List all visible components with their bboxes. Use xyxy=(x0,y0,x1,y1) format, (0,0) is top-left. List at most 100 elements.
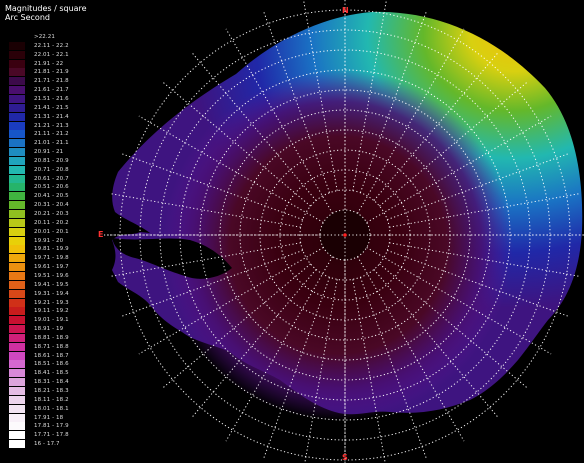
legend-swatch xyxy=(9,395,25,404)
legend-item: 21.31 - 21.4 xyxy=(9,112,69,121)
legend-swatch xyxy=(9,183,25,192)
legend-swatch xyxy=(9,218,25,227)
legend-swatch xyxy=(9,236,25,245)
legend-swatch xyxy=(9,342,25,351)
legend-label: 18.21 - 18.3 xyxy=(34,388,69,394)
legend-swatch xyxy=(9,94,25,103)
legend-label: 20.91 - 21 xyxy=(34,149,64,156)
legend-item: 17.91 - 18 xyxy=(9,413,63,422)
direction-south-label: S xyxy=(342,453,348,462)
altitude-ring xyxy=(119,9,571,461)
legend-item: 21.41 - 21.5 xyxy=(9,103,69,112)
legend-item: 21.61 - 21.7 xyxy=(9,86,69,95)
legend-item: 20.91 - 21 xyxy=(9,148,64,157)
legend-item: 22.01 - 22.1 xyxy=(9,50,69,59)
legend-label: 19.61 - 19.7 xyxy=(34,264,69,271)
legend-label: 22.01 - 22.1 xyxy=(34,51,69,58)
legend-label: 21.51 - 21.6 xyxy=(34,95,69,102)
legend-label: 18.61 - 18.7 xyxy=(34,352,69,359)
legend-label: 16 - 17.7 xyxy=(34,441,60,448)
legend-label: 20.21 - 20.3 xyxy=(34,211,69,217)
legend-item: 19.91 - 20 xyxy=(9,236,64,245)
azimuth-line xyxy=(357,256,465,442)
legend-label: 20.71 - 20.8 xyxy=(34,166,69,173)
altitude-ring xyxy=(299,189,391,281)
legend-label: 18.11 - 18.2 xyxy=(34,396,69,403)
legend-item: 21.11 - 21.2 xyxy=(9,130,69,139)
legend-item: 21.21 - 21.3 xyxy=(9,121,69,130)
legend-swatch xyxy=(9,33,25,41)
azimuth-line xyxy=(357,28,465,214)
legend-swatch xyxy=(9,351,25,360)
legend-label: 19.71 - 19.8 xyxy=(34,255,69,262)
legend-label: 19.51 - 19.6 xyxy=(34,272,69,279)
legend-swatch xyxy=(9,103,25,112)
legend-swatch xyxy=(9,77,25,86)
legend-item: 18.31 - 18.4 xyxy=(9,378,69,387)
legend-label: 21.01 - 21.1 xyxy=(34,140,69,147)
legend-swatch xyxy=(9,431,25,440)
legend-item: 21.91 - 22 xyxy=(9,59,64,68)
legend-item: 18.81 - 18.9 xyxy=(9,333,69,342)
coordinate-grid xyxy=(104,0,584,463)
legend-swatch xyxy=(9,413,25,422)
legend-swatch xyxy=(9,50,25,59)
legend-swatch xyxy=(9,440,25,449)
legend-item: 19.61 - 19.7 xyxy=(9,263,69,272)
legend-swatch xyxy=(9,174,25,183)
legend-label: 21.41 - 21.5 xyxy=(34,104,69,111)
legend-swatch xyxy=(9,316,25,325)
legend-label: 21.21 - 21.3 xyxy=(34,122,69,129)
legend-label: 19.01 - 19.1 xyxy=(34,317,69,324)
azimuth-line xyxy=(366,247,552,355)
azimuth-line xyxy=(225,256,333,442)
legend-label: 21.61 - 21.7 xyxy=(34,87,69,94)
legend-label: 21.71 - 21.8 xyxy=(34,78,69,85)
legend-swatch xyxy=(9,201,25,210)
legend-swatch xyxy=(9,289,25,298)
legend-label: 18.81 - 18.9 xyxy=(34,334,69,341)
legend-title-line1: Magnitudes / square xyxy=(5,4,87,13)
legend-item: 20.41 - 20.5 xyxy=(9,192,69,201)
legend-swatch xyxy=(9,263,25,272)
legend-item: >22.21 xyxy=(9,33,55,41)
legend-item: 20.71 - 20.8 xyxy=(9,165,69,174)
legend-item: 21.71 - 21.8 xyxy=(9,77,69,86)
legend-swatch xyxy=(9,422,25,431)
legend-label: 20.31 - 20.4 xyxy=(34,202,69,209)
legend-swatch xyxy=(9,210,25,218)
legend-swatch xyxy=(9,360,25,369)
legend-item: 18.91 - 19 xyxy=(9,325,63,334)
legend-label: 19.41 - 19.5 xyxy=(34,281,69,288)
legend-item: 20.51 - 20.6 xyxy=(9,183,69,192)
legend-swatch xyxy=(9,86,25,95)
legend-item: 20.31 - 20.4 xyxy=(9,201,69,210)
legend-label: 18.71 - 18.8 xyxy=(34,343,69,350)
legend-item: 21.01 - 21.1 xyxy=(9,139,69,148)
legend-item: 19.11 - 19.2 xyxy=(9,307,69,316)
legend-item: 22.11 - 22.2 xyxy=(9,41,69,50)
legend-item: 19.21 - 19.3 xyxy=(9,298,69,307)
legend-item: 19.71 - 19.8 xyxy=(9,254,69,263)
direction-north-label: N xyxy=(342,6,349,15)
legend-swatch xyxy=(9,192,25,201)
legend-swatch xyxy=(9,139,25,148)
legend-swatch xyxy=(9,59,25,68)
legend-swatch xyxy=(9,254,25,263)
legend-label: 20.61 - 20.7 xyxy=(34,175,69,182)
legend-label: 21.11 - 21.2 xyxy=(34,131,69,138)
zenith-center-dot xyxy=(343,233,347,237)
legend-swatch xyxy=(9,112,25,121)
legend-label: 21.31 - 21.4 xyxy=(34,113,69,120)
legend-swatch xyxy=(9,325,25,334)
legend-label: 21.91 - 22 xyxy=(34,60,64,67)
legend-item: 18.51 - 18.6 xyxy=(9,360,69,369)
legend-item: 20.11 - 20.2 xyxy=(9,218,69,227)
legend-item: 18.41 - 18.5 xyxy=(9,369,69,378)
legend-swatch xyxy=(9,245,25,254)
legend-swatch xyxy=(9,387,25,395)
sky-dome xyxy=(112,11,583,420)
legend-item: 17.81 - 17.9 xyxy=(9,422,69,431)
legend-label: 19.91 - 20 xyxy=(34,237,64,244)
